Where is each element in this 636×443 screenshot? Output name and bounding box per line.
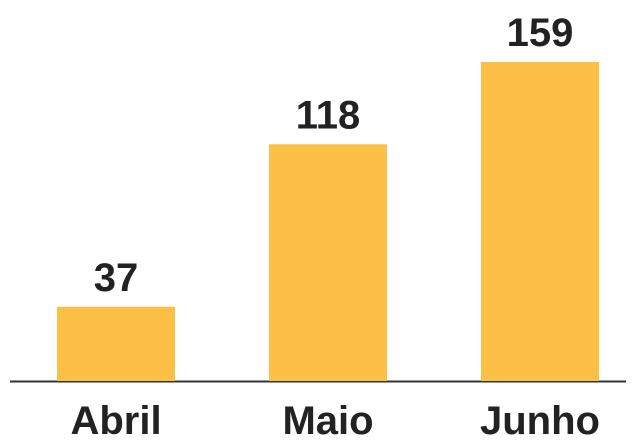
bar (57, 306, 175, 381)
bar (481, 62, 599, 381)
bar (269, 144, 387, 381)
x-tick-label: Junho (480, 399, 600, 443)
value-label: 118 (296, 93, 361, 137)
x-tick-label: Abril (70, 399, 161, 443)
x-tick-label: Maio (282, 399, 373, 443)
value-label: 37 (94, 256, 139, 300)
value-label: 159 (507, 11, 574, 55)
